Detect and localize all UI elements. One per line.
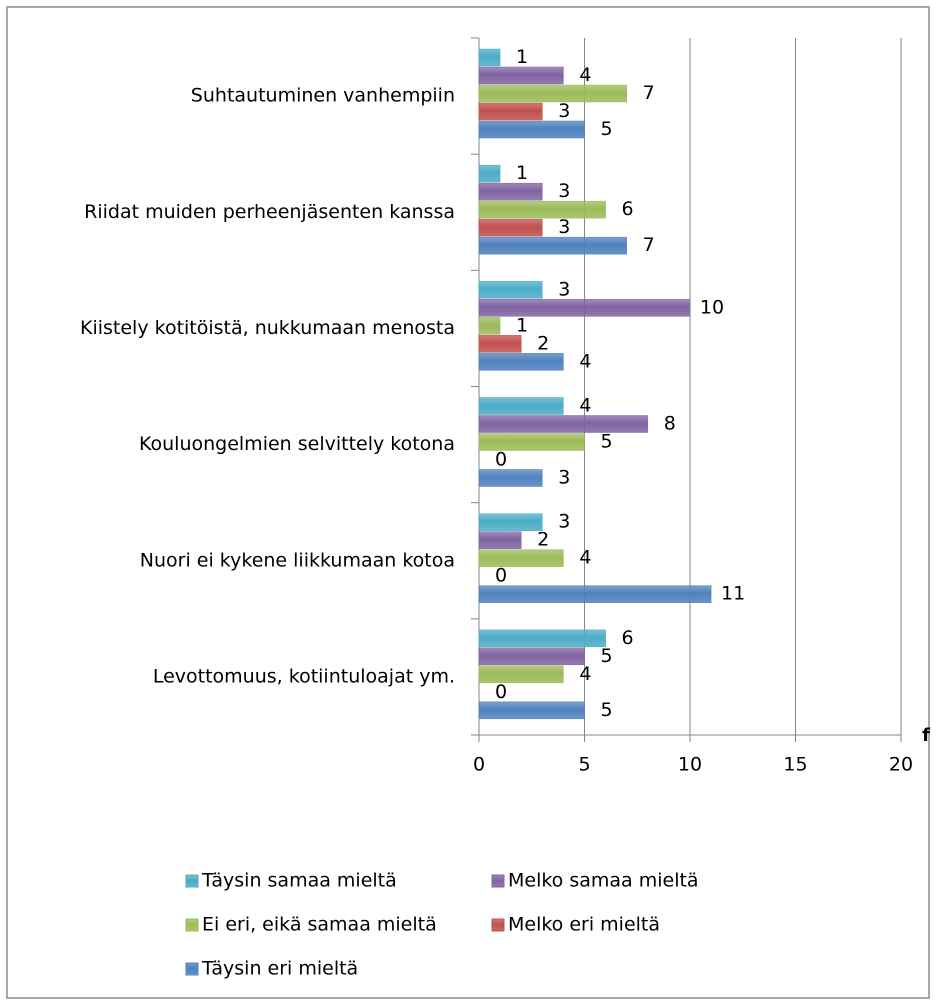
data-label: 3 [558, 511, 570, 533]
data-label: 4 [579, 350, 591, 372]
bar [478, 200, 606, 219]
data-label: 5 [600, 699, 612, 721]
legend-label: Täysin eri mieltä [201, 958, 358, 980]
bar [478, 66, 564, 85]
legend-label: Ei eri, eikä samaa mieltä [202, 914, 437, 936]
x-tick-label: 0 [473, 754, 485, 776]
data-label: 6 [622, 198, 634, 220]
legend-swatch [491, 918, 505, 932]
x-tick-label: 10 [678, 754, 702, 776]
category-label: Riidat muiden perheenjäsenten kanssa [84, 201, 455, 223]
data-label: 7 [643, 234, 655, 256]
bar [478, 236, 627, 255]
data-label: 4 [579, 395, 591, 417]
data-label: 8 [664, 413, 676, 435]
data-label: 1 [516, 314, 528, 336]
legend-swatch [185, 874, 199, 888]
legend-label: Melko samaa mieltä [508, 870, 699, 892]
category-label: Kouluongelmien selvittely kotona [139, 433, 455, 455]
data-label: 6 [622, 627, 634, 649]
x-axis-label: f [922, 725, 930, 746]
data-label: 11 [721, 583, 745, 605]
data-label: 2 [537, 332, 549, 354]
data-label: 3 [558, 278, 570, 300]
bar [478, 281, 543, 299]
category-label: Suhtautuminen vanhempiin [191, 85, 455, 107]
data-label: 10 [700, 296, 724, 318]
bar [478, 513, 543, 531]
bar [478, 531, 522, 549]
chart-frame [6, 6, 930, 999]
bar [478, 549, 564, 567]
bar [478, 397, 564, 415]
data-label: 3 [558, 100, 570, 122]
data-label: 3 [558, 216, 570, 238]
bar [478, 317, 501, 335]
bar [478, 433, 585, 451]
data-label: 5 [600, 431, 612, 453]
data-label: 5 [600, 645, 612, 667]
legend-label: Melko eri mieltä [508, 914, 660, 936]
bar [478, 665, 564, 684]
bar [478, 415, 649, 433]
bar [478, 218, 543, 237]
bar [478, 164, 501, 183]
data-label: 0 [495, 681, 507, 703]
legend-swatch [491, 874, 505, 888]
x-tick-label: 20 [889, 754, 913, 776]
bar [478, 182, 543, 201]
bar [478, 299, 691, 317]
bar [478, 84, 627, 103]
bar [478, 48, 501, 67]
bar [478, 629, 606, 648]
data-label: 5 [600, 118, 612, 140]
legend-swatch [185, 962, 199, 976]
category-label: Nuori ei kykene liikkumaan kotoa [140, 549, 455, 571]
bar [478, 353, 564, 371]
x-tick-label: 15 [783, 754, 807, 776]
data-label: 4 [579, 547, 591, 569]
bar [478, 469, 543, 487]
category-label: Kiistely kotitöistä, nukkumaan menosta [80, 317, 455, 339]
bar [478, 701, 585, 720]
data-label: 3 [558, 467, 570, 489]
data-label: 2 [537, 529, 549, 551]
bar [478, 120, 585, 139]
x-tick-label: 5 [578, 754, 590, 776]
data-label: 4 [579, 64, 591, 86]
category-label: Levottomuus, kotiintuloajat ym. [153, 665, 455, 687]
legend-swatch [185, 918, 199, 932]
data-label: 7 [643, 82, 655, 104]
data-label: 3 [558, 180, 570, 202]
bar [478, 585, 712, 603]
legend-label: Täysin samaa mieltä [201, 870, 397, 892]
data-label: 4 [579, 663, 591, 685]
data-label: 1 [516, 162, 528, 184]
data-label: 0 [495, 565, 507, 587]
bar [478, 102, 543, 121]
bar [478, 647, 585, 666]
data-label: 0 [495, 449, 507, 471]
bar [478, 335, 522, 353]
data-label: 1 [516, 46, 528, 68]
